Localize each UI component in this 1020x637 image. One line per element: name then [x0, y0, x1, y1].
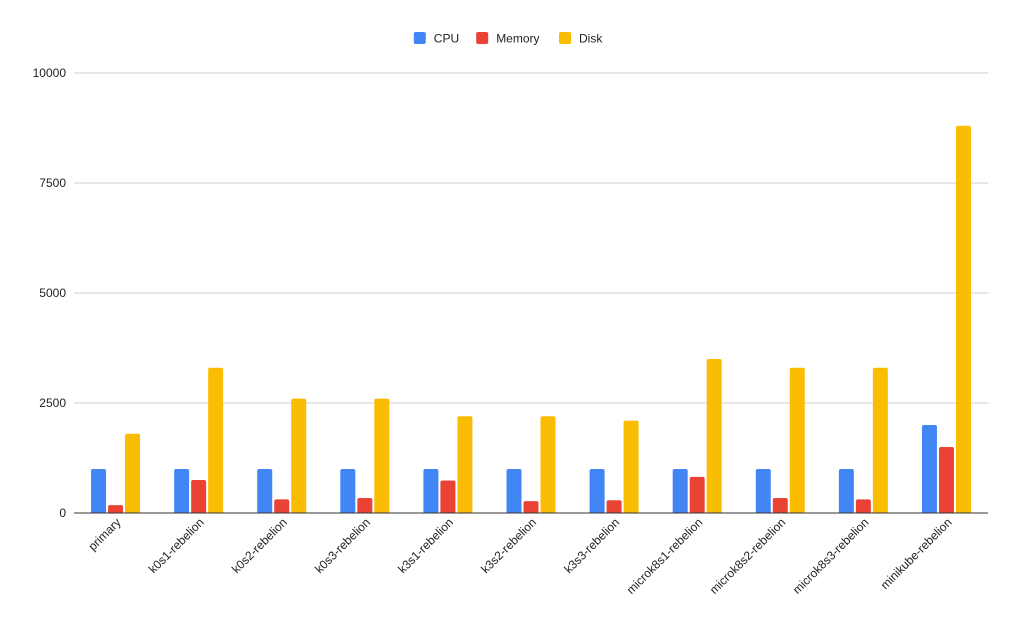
bar-memory — [274, 499, 290, 513]
x-tick-label: k0s1-rebelion — [146, 515, 207, 576]
bar-cpu — [174, 469, 190, 513]
x-tick-label: microk8s3-rebelion — [790, 515, 872, 597]
bar-memory — [523, 501, 539, 513]
legend-label: Disk — [579, 32, 603, 46]
bar-memory — [772, 498, 788, 513]
bar-cpu — [838, 469, 854, 513]
bar-memory — [606, 500, 622, 513]
y-axis: 0 2500 5000 7500 10000 — [33, 66, 67, 520]
bar-cpu — [589, 469, 605, 513]
gridlines — [74, 72, 988, 404]
legend-swatch — [476, 32, 489, 44]
x-tick-label: primary — [85, 515, 123, 553]
bar-disk — [125, 433, 141, 513]
x-tick-label: k3s3-rebelion — [561, 515, 622, 576]
bar-cpu — [672, 469, 688, 513]
x-tick-label: k0s2-rebelion — [229, 515, 290, 576]
bar-disk — [789, 367, 805, 513]
bar-memory — [689, 476, 705, 513]
y-tick-label: 10000 — [33, 66, 67, 80]
x-tick-label: k0s3-rebelion — [312, 515, 373, 576]
x-tick-label: k3s1-rebelion — [395, 515, 456, 576]
bar-disk — [457, 416, 473, 513]
bar-memory — [440, 480, 456, 513]
legend-item-disk: Disk — [559, 32, 603, 46]
bar-memory — [855, 499, 871, 513]
legend: CPU Memory Disk — [413, 32, 603, 46]
bar-cpu — [91, 469, 107, 513]
bar-memory — [108, 505, 124, 513]
legend-label: Memory — [496, 32, 539, 46]
bar-disk — [540, 416, 556, 513]
legend-item-cpu: CPU — [413, 32, 459, 46]
bar-memory — [191, 480, 207, 513]
legend-label: CPU — [434, 32, 459, 46]
bar-disk — [374, 398, 390, 513]
bar-cpu — [506, 469, 522, 513]
bar-disk — [872, 367, 888, 513]
x-axis: primary k0s1-rebelion k0s2-rebelion k0s3-re… — [74, 512, 988, 597]
bar-disk — [208, 367, 224, 513]
bar-memory — [938, 447, 954, 513]
bar-cpu — [340, 469, 356, 513]
bar-cpu — [423, 469, 439, 513]
legend-item-memory: Memory — [476, 32, 540, 46]
bar-cpu — [257, 469, 273, 513]
legend-swatch — [559, 32, 571, 44]
bar-cpu — [755, 469, 771, 513]
x-tick-label: minikube-rebelion — [878, 515, 955, 592]
bar-disk — [291, 398, 307, 513]
y-tick-label: 7500 — [39, 176, 66, 190]
y-tick-label: 2500 — [39, 396, 66, 410]
bar-disk — [955, 125, 971, 514]
legend-swatch — [413, 32, 426, 44]
y-tick-label: 0 — [59, 506, 66, 520]
y-tick-label: 5000 — [39, 286, 66, 300]
bar-disk — [706, 359, 722, 513]
bar-disk — [623, 420, 639, 513]
x-tick-label: microk8s2-rebelion — [707, 515, 789, 597]
bar-memory — [357, 498, 373, 513]
bar-cpu — [921, 425, 937, 513]
x-tick-label: microk8s1-rebelion — [624, 515, 706, 597]
x-tick-label: k3s2-rebelion — [478, 515, 539, 576]
bars — [91, 125, 971, 514]
